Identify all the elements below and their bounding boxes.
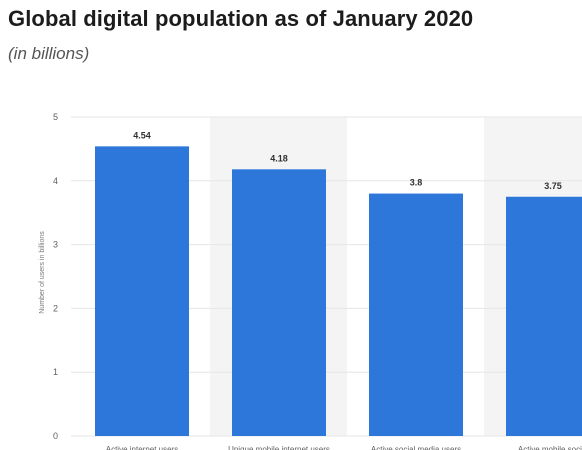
y-tick-label: 1: [53, 367, 58, 377]
bar: [95, 146, 189, 436]
page-subtitle: (in billions): [8, 44, 90, 63]
bar: [506, 196, 582, 436]
bars: [95, 146, 582, 437]
category-labels: Active internet users Unique mobile inter…: [106, 445, 582, 450]
y-tick-label: 5: [53, 112, 58, 122]
value-labels: 4.54 4.18 3.8 3.75: [133, 130, 562, 190]
value-label: 3.8: [410, 178, 423, 188]
value-label: 3.75: [544, 181, 562, 191]
y-tick-label: 3: [53, 240, 58, 250]
bar: [232, 169, 326, 437]
y-axis-ticks: 0 1 2 3 4 5: [53, 112, 58, 441]
page-title: Global digital population as of January …: [8, 6, 474, 31]
y-tick-label: 4: [53, 176, 58, 186]
category-label: Active internet users: [106, 445, 178, 450]
bar: [369, 193, 463, 436]
y-tick-label: 0: [53, 431, 58, 441]
y-tick-label: 2: [53, 303, 58, 313]
value-label: 4.18: [270, 153, 288, 163]
category-label: Unique mobile internet users: [228, 445, 330, 450]
value-label: 4.54: [133, 130, 151, 140]
y-axis-label: Number of users in billions: [39, 231, 46, 314]
category-label: Active mobile social: [518, 445, 582, 450]
category-label: Active social media users: [371, 445, 461, 450]
